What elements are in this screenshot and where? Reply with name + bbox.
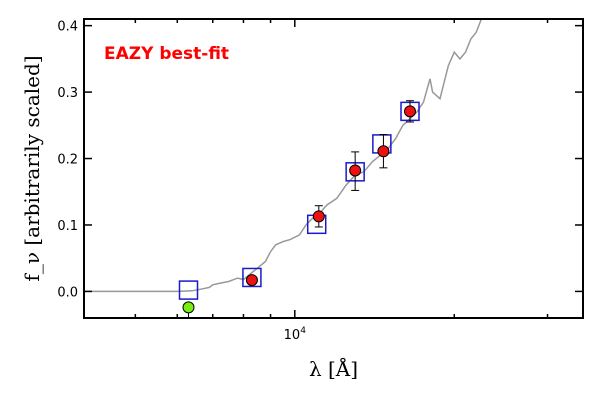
data-points-layer [178, 100, 420, 318]
model-spectrum-line [84, 19, 483, 293]
observed-point [312, 210, 325, 223]
observed-point [404, 105, 417, 118]
y-tick-label: 0.1 [57, 219, 78, 234]
y-tick-label: 0.2 [57, 153, 78, 168]
y-tick-label: 0.4 [57, 20, 78, 35]
model-photometry-square [178, 280, 199, 300]
observed-point [349, 164, 362, 177]
model-spectrum-layer [84, 19, 483, 293]
y-axis-label: f_ν [arbitrarily scaled] [20, 55, 44, 281]
y-tick-label: 0.0 [57, 285, 78, 300]
y-tick-label: 0.3 [57, 86, 78, 101]
x-axis-label: λ [Å] [309, 356, 358, 381]
plot-frame [83, 18, 584, 319]
observed-point [245, 274, 258, 287]
x-tick-label: 104 [284, 326, 307, 343]
x-tick-label-exponent: 4 [300, 326, 306, 336]
observed-point [377, 145, 390, 158]
outlier-point [182, 301, 195, 314]
annotation-label: EAZY best-fit [104, 44, 229, 64]
x-tick-label-base: 10 [284, 328, 301, 343]
model-photometry-square [242, 267, 262, 288]
ticks-layer: 0.0 0.1 0.2 0.3 0.4 104 [57, 19, 583, 343]
